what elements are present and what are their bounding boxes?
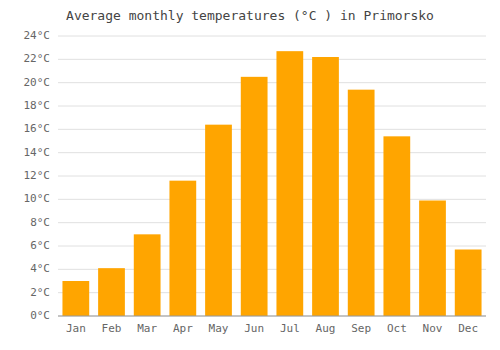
x-tick-label: Nov xyxy=(423,322,443,335)
grid xyxy=(58,36,486,316)
x-tick-label: Aug xyxy=(316,322,336,335)
bar xyxy=(348,90,375,316)
y-tick-label: 4°C xyxy=(30,262,50,275)
y-tick-label: 14°C xyxy=(24,146,51,159)
bar xyxy=(455,250,482,317)
bars xyxy=(62,51,481,316)
y-tick-label: 20°C xyxy=(24,76,51,89)
grid-line xyxy=(58,36,486,37)
bar xyxy=(312,57,339,316)
title: Average monthly temperatures (°C ) in Pr… xyxy=(66,8,434,23)
bar xyxy=(134,234,161,316)
bar xyxy=(62,281,89,316)
y-tick-label: 18°C xyxy=(24,99,51,112)
x-tick-label: Mar xyxy=(137,322,157,335)
y-axis: 0°C 2°C 4°C 6°C 8°C 10°C 12°C 14°C 16°C 18°C 20°C 2… xyxy=(24,29,51,322)
grid-line xyxy=(58,316,486,317)
grid-line xyxy=(58,176,486,177)
x-tick-label: Oct xyxy=(387,322,407,335)
grid-line xyxy=(58,59,486,60)
bar xyxy=(419,201,446,317)
bar xyxy=(383,136,410,316)
bar xyxy=(169,181,196,316)
bar xyxy=(205,125,232,316)
grid-line xyxy=(58,106,486,107)
x-axis-line xyxy=(58,316,486,317)
grid-line xyxy=(58,82,486,83)
x-tick-label: Sep xyxy=(351,322,371,335)
grid-line xyxy=(58,129,486,130)
y-tick-label: 10°C xyxy=(24,192,51,205)
y-tick-label: 16°C xyxy=(24,122,51,135)
x-tick-label: Jan xyxy=(66,322,86,335)
chart-container: 0°C 2°C 4°C 6°C 8°C 10°C 12°C 14°C 16°C 18°C 20°C 2… xyxy=(0,0,500,350)
bar xyxy=(241,77,268,316)
y-tick-label: 22°C xyxy=(24,52,51,65)
y-tick-label: 8°C xyxy=(30,216,50,229)
bar xyxy=(276,51,303,316)
x-tick-label: Jul xyxy=(280,322,300,335)
x-tick-label: Feb xyxy=(102,322,122,335)
y-tick-label: 0°C xyxy=(30,309,50,322)
y-tick-label: 6°C xyxy=(30,239,50,252)
y-tick-label: 24°C xyxy=(24,29,51,42)
grid-line xyxy=(58,199,486,200)
bar xyxy=(98,268,125,316)
x-tick-label: May xyxy=(209,322,229,335)
x-axis: Jan Feb Mar Apr May Jun Jul Aug Sep Oct Nov Dec xyxy=(66,322,478,335)
grid-line xyxy=(58,152,486,153)
y-tick-label: 12°C xyxy=(24,169,51,182)
x-tick-label: Dec xyxy=(458,322,478,335)
chart: 0°C 2°C 4°C 6°C 8°C 10°C 12°C 14°C 16°C 18°C 20°C 2… xyxy=(0,0,500,350)
x-tick-label: Apr xyxy=(173,322,193,335)
y-tick-label: 2°C xyxy=(30,286,50,299)
x-tick-label: Jun xyxy=(244,322,264,335)
